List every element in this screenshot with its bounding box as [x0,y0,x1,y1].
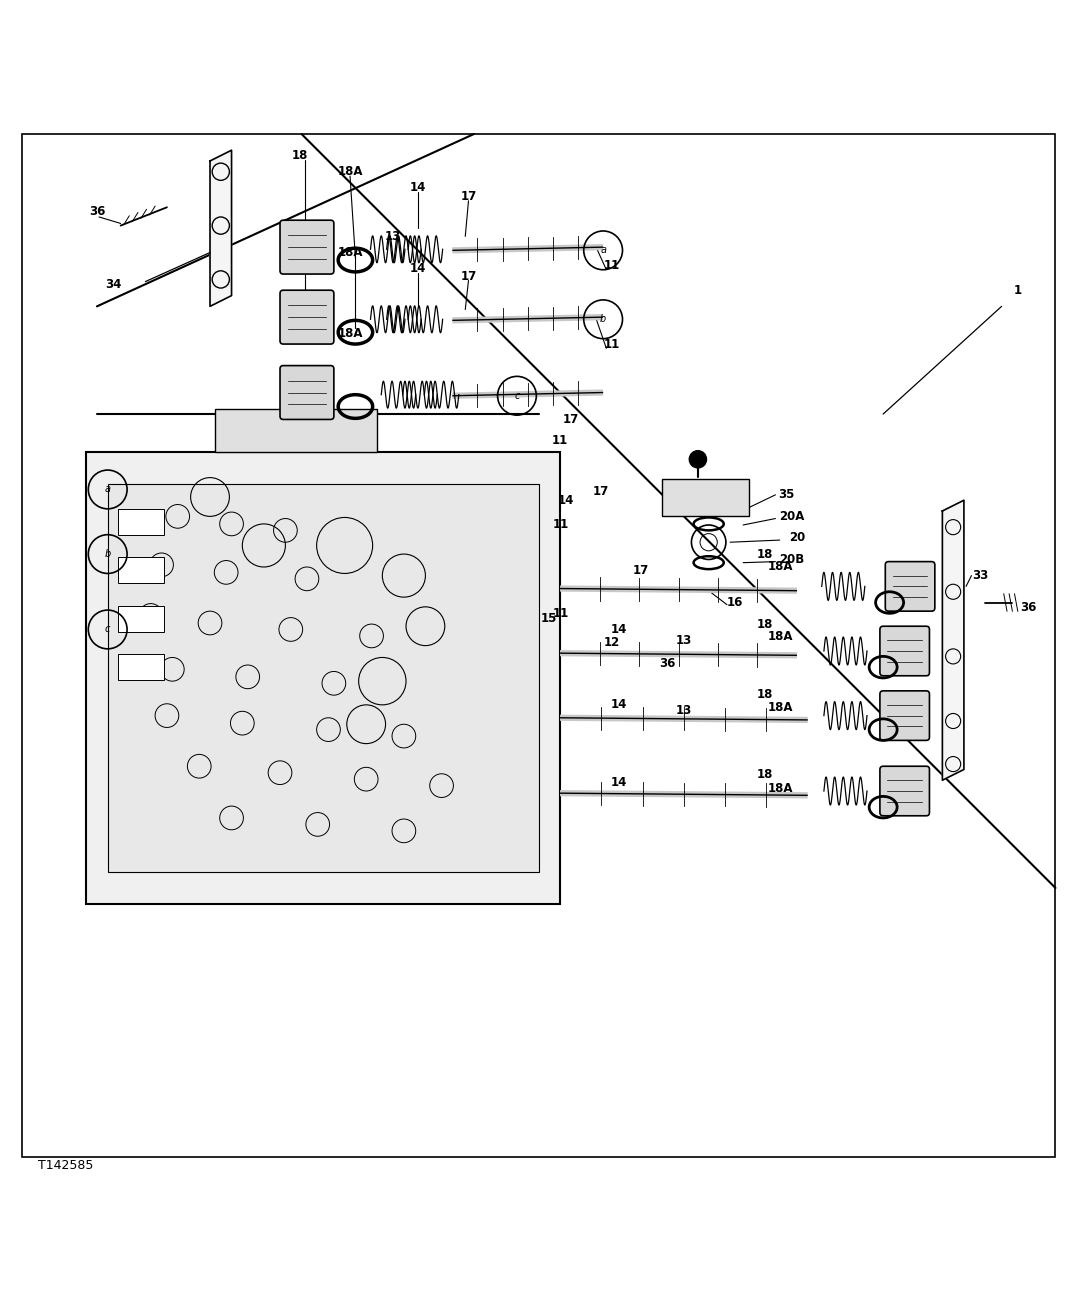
Text: 36: 36 [88,206,106,217]
FancyBboxPatch shape [118,605,164,631]
Text: 14: 14 [611,622,628,635]
Text: 14: 14 [611,698,628,711]
Polygon shape [210,150,232,306]
Text: 18A: 18A [337,165,363,178]
Text: b: b [600,314,606,324]
Text: 11: 11 [553,607,570,620]
Text: 11: 11 [603,337,620,350]
Text: 18: 18 [756,548,773,561]
Text: 18A: 18A [768,700,794,713]
Text: 18: 18 [291,230,308,243]
FancyBboxPatch shape [215,409,377,452]
FancyBboxPatch shape [280,220,334,273]
Text: 20: 20 [788,531,806,544]
Text: 18A: 18A [768,560,794,573]
FancyBboxPatch shape [280,366,334,419]
Text: 18A: 18A [337,327,363,340]
Text: 36: 36 [659,658,676,671]
Text: 35: 35 [778,488,795,501]
Text: 1: 1 [1013,284,1022,297]
Text: 16: 16 [726,596,743,609]
Text: 18: 18 [291,150,308,161]
FancyBboxPatch shape [280,290,334,344]
Polygon shape [942,500,964,780]
Text: 14: 14 [409,181,426,194]
FancyBboxPatch shape [880,691,929,741]
Text: 33: 33 [971,569,989,582]
Text: 17: 17 [592,486,610,499]
Text: 11: 11 [551,435,569,448]
Text: 17: 17 [562,413,579,426]
FancyBboxPatch shape [880,767,929,816]
Text: 20A: 20A [779,510,805,523]
Text: 13: 13 [675,634,693,647]
FancyBboxPatch shape [885,561,935,611]
FancyBboxPatch shape [22,134,1055,1157]
Text: 18A: 18A [337,246,363,259]
Text: c: c [106,625,110,634]
Text: 14: 14 [409,262,426,275]
Text: 13: 13 [384,230,402,243]
Text: b: b [104,549,111,559]
Text: 17: 17 [460,270,477,283]
Text: 14: 14 [611,776,628,789]
FancyBboxPatch shape [118,557,164,583]
Text: 17: 17 [460,190,477,203]
FancyBboxPatch shape [662,479,749,517]
Text: a: a [104,484,111,495]
Text: c: c [515,391,519,401]
Circle shape [689,450,707,467]
Text: 18: 18 [756,687,773,700]
Text: 18A: 18A [768,783,794,796]
Text: 17: 17 [632,564,649,577]
Text: 20B: 20B [779,553,805,566]
Text: 18: 18 [756,617,773,630]
Text: 18A: 18A [768,630,794,643]
Text: 15: 15 [541,612,558,625]
Text: 18: 18 [756,768,773,781]
Text: 12: 12 [603,635,620,648]
Text: 13: 13 [675,704,693,716]
Text: a: a [600,245,606,255]
Text: T142585: T142585 [38,1159,93,1172]
Text: 34: 34 [104,279,122,292]
Text: 11: 11 [553,518,570,531]
FancyBboxPatch shape [118,509,164,535]
FancyBboxPatch shape [118,654,164,680]
Text: 14: 14 [557,493,574,506]
FancyBboxPatch shape [880,626,929,676]
Text: 36: 36 [1020,602,1037,615]
FancyBboxPatch shape [86,452,560,904]
FancyBboxPatch shape [108,484,538,872]
Text: 11: 11 [603,259,620,272]
Text: 18: 18 [291,311,308,324]
